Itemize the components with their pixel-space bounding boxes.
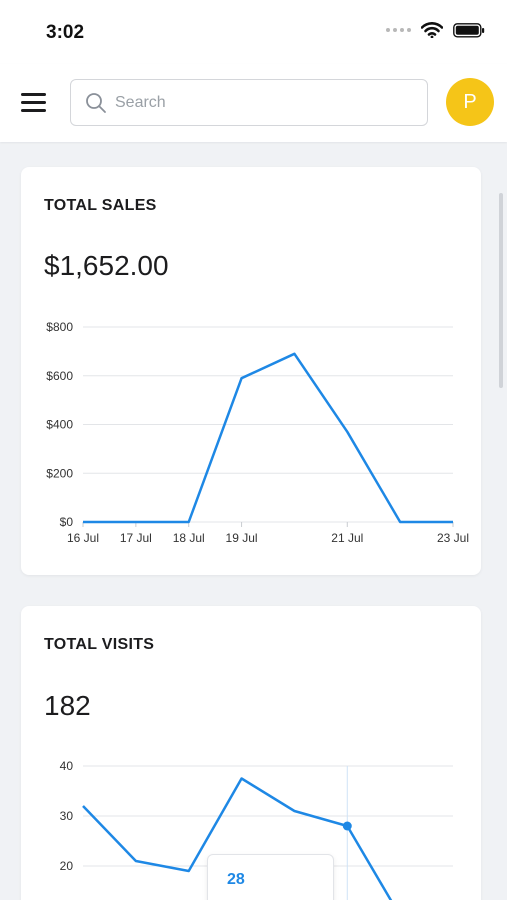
sales-x-tick: 17 Jul <box>120 531 152 545</box>
visits-series-line <box>82 777 393 900</box>
sales-card-title: TOTAL SALES <box>44 197 157 214</box>
sales-y-tick: $600 <box>46 369 73 383</box>
sales-y-tick: $400 <box>46 418 73 432</box>
status-bar: 3:02 <box>0 0 507 64</box>
sales-x-tick: 19 Jul <box>226 531 258 545</box>
menu-button[interactable] <box>18 88 50 116</box>
search-input[interactable] <box>115 89 415 116</box>
search-box[interactable] <box>70 79 428 126</box>
sales-y-tick: $200 <box>46 466 73 480</box>
tooltip-value: 28 <box>227 871 245 888</box>
avatar[interactable]: P <box>446 78 494 126</box>
visits-card-title: TOTAL VISITS <box>44 636 155 653</box>
signal-dots-icon <box>386 28 411 32</box>
scrollbar[interactable] <box>499 193 503 388</box>
sales-chart: $0 $200 $400 $600 $800 16 Jul 17 Jul 18 Jul 19 J… <box>46 320 469 545</box>
visits-y-tick: 40 <box>60 759 74 773</box>
wifi-icon <box>421 22 443 38</box>
sales-y-tick: $800 <box>46 320 73 334</box>
sales-x-tick: 23 Jul <box>437 531 469 545</box>
status-time: 3:02 <box>46 22 85 43</box>
visits-y-tick: 30 <box>60 809 74 823</box>
search-icon <box>86 93 106 113</box>
total-visits-card: TOTAL VISITS 182 20 30 40 <box>21 606 481 900</box>
total-sales-card: TOTAL SALES $1,652.00 $0 $200 $400 $600 $800… <box>21 167 481 575</box>
sales-series-line <box>83 352 453 524</box>
visits-highlight-point <box>342 821 352 831</box>
chart-tooltip: 28 <box>207 854 334 900</box>
sales-card-value: $1,652.00 <box>44 250 169 281</box>
app-header: P <box>0 64 507 142</box>
status-icons <box>386 22 485 38</box>
visits-card-value: 182 <box>44 690 91 721</box>
visits-y-tick: 20 <box>60 859 74 873</box>
sales-x-tick: 21 Jul <box>331 531 363 545</box>
sales-x-tick: 16 Jul <box>67 531 99 545</box>
battery-icon <box>453 22 485 38</box>
sales-y-tick: $0 <box>60 515 74 529</box>
sales-x-tick: 18 Jul <box>173 531 205 545</box>
